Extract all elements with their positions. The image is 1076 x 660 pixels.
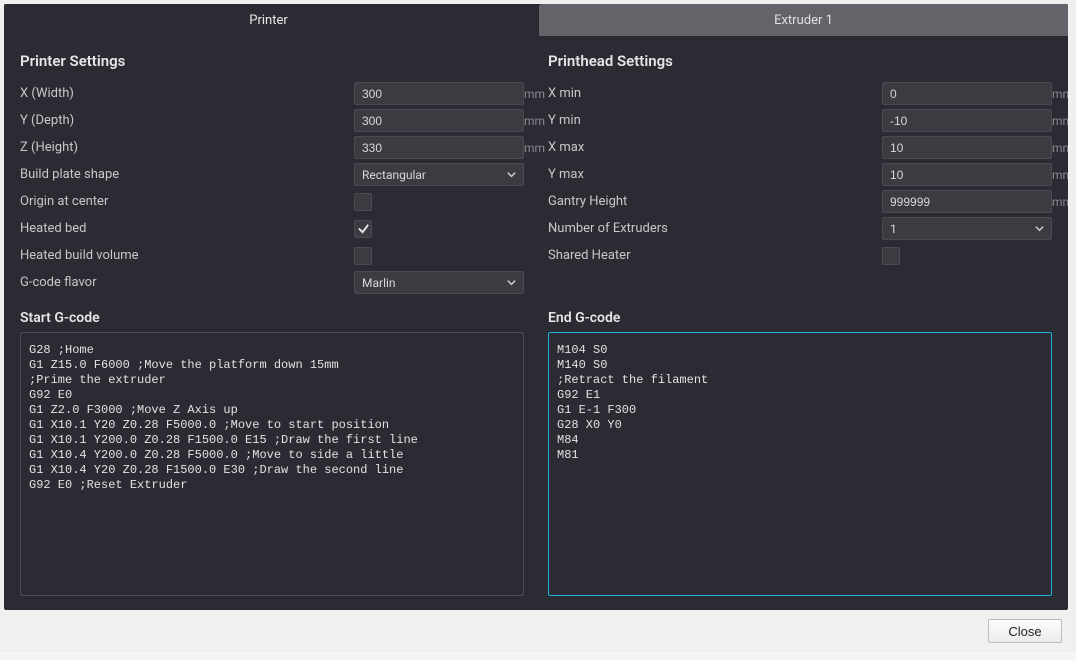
y-min-label: Y min: [548, 113, 882, 128]
y-depth-unit: mm: [524, 110, 551, 131]
printhead-settings-column: Printhead Settings X min mm Y min: [548, 48, 1052, 596]
chevron-down-icon: [1027, 223, 1051, 234]
x-width-input[interactable]: [355, 83, 524, 104]
build-plate-shape-value: Rectangular: [355, 168, 499, 182]
x-min-label: X min: [548, 86, 882, 101]
origin-center-label: Origin at center: [20, 194, 354, 209]
y-min-input[interactable]: [883, 110, 1052, 131]
gcode-flavor-label: G-code flavor: [20, 275, 354, 290]
x-width-label: X (Width): [20, 86, 354, 101]
num-extruders-value: 1: [883, 222, 1027, 236]
printer-settings-title: Printer Settings: [20, 52, 524, 70]
x-max-unit: mm: [1052, 137, 1068, 158]
x-width-unit: mm: [524, 83, 551, 104]
start-gcode-title: Start G-code: [20, 310, 524, 326]
heated-bed-label: Heated bed: [20, 221, 354, 236]
num-extruders-select[interactable]: 1: [882, 217, 1052, 240]
gantry-height-input[interactable]: [883, 191, 1052, 212]
tab-extruder-1[interactable]: Extruder 1: [539, 4, 1068, 36]
z-height-unit: mm: [524, 137, 551, 158]
footer-strip: [0, 652, 1076, 660]
shared-heater-label: Shared Heater: [548, 248, 882, 263]
x-max-input[interactable]: [883, 137, 1052, 158]
y-depth-label: Y (Depth): [20, 113, 354, 128]
shared-heater-checkbox[interactable]: [882, 247, 900, 265]
gantry-height-unit: mm: [1052, 191, 1068, 212]
printhead-settings-title: Printhead Settings: [548, 52, 1052, 70]
end-gcode-textarea[interactable]: M104 S0 M140 S0 ;Retract the filament G9…: [548, 332, 1052, 596]
x-min-input[interactable]: [883, 83, 1052, 104]
y-max-label: Y max: [548, 167, 882, 182]
x-min-unit: mm: [1052, 83, 1068, 104]
start-gcode-textarea[interactable]: G28 ;Home G1 Z15.0 F6000 ;Move the platf…: [20, 332, 524, 596]
dialog-button-bar: Close: [0, 610, 1076, 652]
y-max-unit: mm: [1052, 164, 1068, 185]
heated-volume-label: Heated build volume: [20, 248, 354, 263]
machine-settings-panel: Printer Extruder 1 Printer Settings X (W…: [4, 4, 1068, 610]
spacer-row: [548, 269, 1052, 296]
y-max-input[interactable]: [883, 164, 1052, 185]
z-height-input[interactable]: [355, 137, 524, 158]
chevron-down-icon: [499, 277, 523, 288]
close-button[interactable]: Close: [988, 619, 1062, 643]
heated-bed-checkbox[interactable]: [354, 220, 372, 238]
end-gcode-title: End G-code: [548, 310, 1052, 326]
tab-printer[interactable]: Printer: [4, 4, 533, 36]
gcode-flavor-value: Marlin: [355, 276, 499, 290]
printer-settings-column: Printer Settings X (Width) mm Y (Depth): [20, 48, 524, 596]
tab-row: Printer Extruder 1: [4, 4, 1068, 36]
x-max-label: X max: [548, 140, 882, 155]
y-depth-input[interactable]: [355, 110, 524, 131]
gantry-height-label: Gantry Height: [548, 194, 882, 209]
heated-volume-checkbox[interactable]: [354, 247, 372, 265]
num-extruders-label: Number of Extruders: [548, 221, 882, 236]
y-min-unit: mm: [1052, 110, 1068, 131]
build-plate-shape-label: Build plate shape: [20, 167, 354, 182]
z-height-label: Z (Height): [20, 140, 354, 155]
gcode-flavor-select[interactable]: Marlin: [354, 271, 524, 294]
origin-center-checkbox[interactable]: [354, 193, 372, 211]
chevron-down-icon: [499, 169, 523, 180]
build-plate-shape-select[interactable]: Rectangular: [354, 163, 524, 186]
